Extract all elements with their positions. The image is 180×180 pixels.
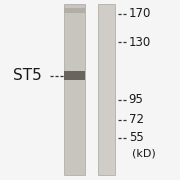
Bar — [64, 71, 85, 80]
Text: 170: 170 — [129, 7, 151, 20]
Text: (kD): (kD) — [132, 149, 156, 159]
Text: 130: 130 — [129, 36, 151, 49]
Bar — [64, 8, 85, 13]
Bar — [64, 4, 85, 175]
Bar — [98, 4, 115, 175]
Text: ST5: ST5 — [14, 68, 42, 83]
Text: 55: 55 — [129, 131, 143, 144]
Text: 95: 95 — [129, 93, 144, 106]
Text: 72: 72 — [129, 113, 144, 126]
